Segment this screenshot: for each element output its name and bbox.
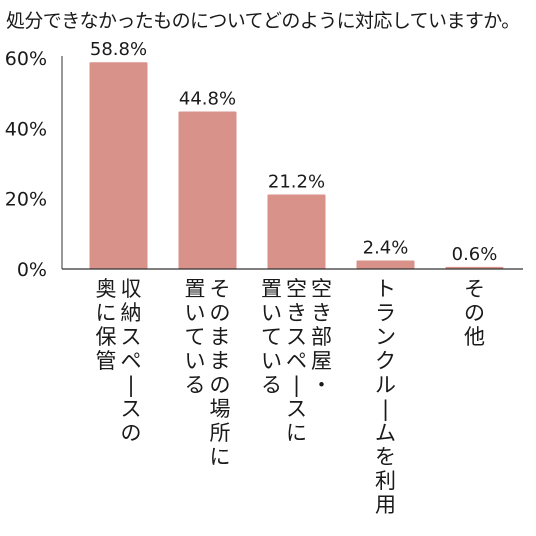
x-tick-label: そのままの場所に — [210, 277, 231, 469]
x-tick-label: 空き部屋・ — [311, 277, 332, 397]
y-tick-label: 0% — [17, 259, 47, 281]
x-tick-label: 置いている — [261, 277, 282, 397]
y-tick-label: 20% — [5, 189, 47, 211]
x-tick-label: 奥に保管 — [96, 277, 117, 373]
x-tick-label: 空きスペ|スに — [286, 277, 307, 445]
x-tick-label: その他 — [464, 277, 485, 349]
chart-title: 処分できなかったものについてどのように対応していますか。 — [6, 10, 520, 32]
y-tick-label: 40% — [5, 118, 47, 140]
data-label: 44.8% — [179, 88, 236, 109]
bar — [178, 111, 237, 269]
x-tick-label: 置いている — [185, 277, 206, 397]
x-tick-label: 収納スペ|スの — [121, 277, 142, 445]
data-label: 58.8% — [90, 39, 147, 60]
bar — [356, 260, 415, 269]
data-label: 0.6% — [452, 244, 498, 265]
data-label: 21.2% — [268, 171, 325, 192]
y-tick-label: 60% — [5, 48, 47, 70]
bar — [89, 62, 148, 269]
bar — [267, 194, 326, 269]
x-tick-label: トランクル|ムを利用 — [375, 277, 396, 517]
data-label: 2.4% — [363, 238, 409, 259]
